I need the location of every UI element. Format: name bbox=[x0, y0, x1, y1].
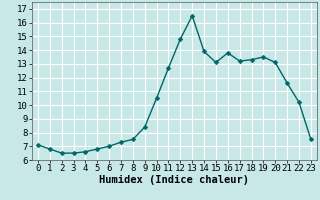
X-axis label: Humidex (Indice chaleur): Humidex (Indice chaleur) bbox=[100, 175, 249, 185]
